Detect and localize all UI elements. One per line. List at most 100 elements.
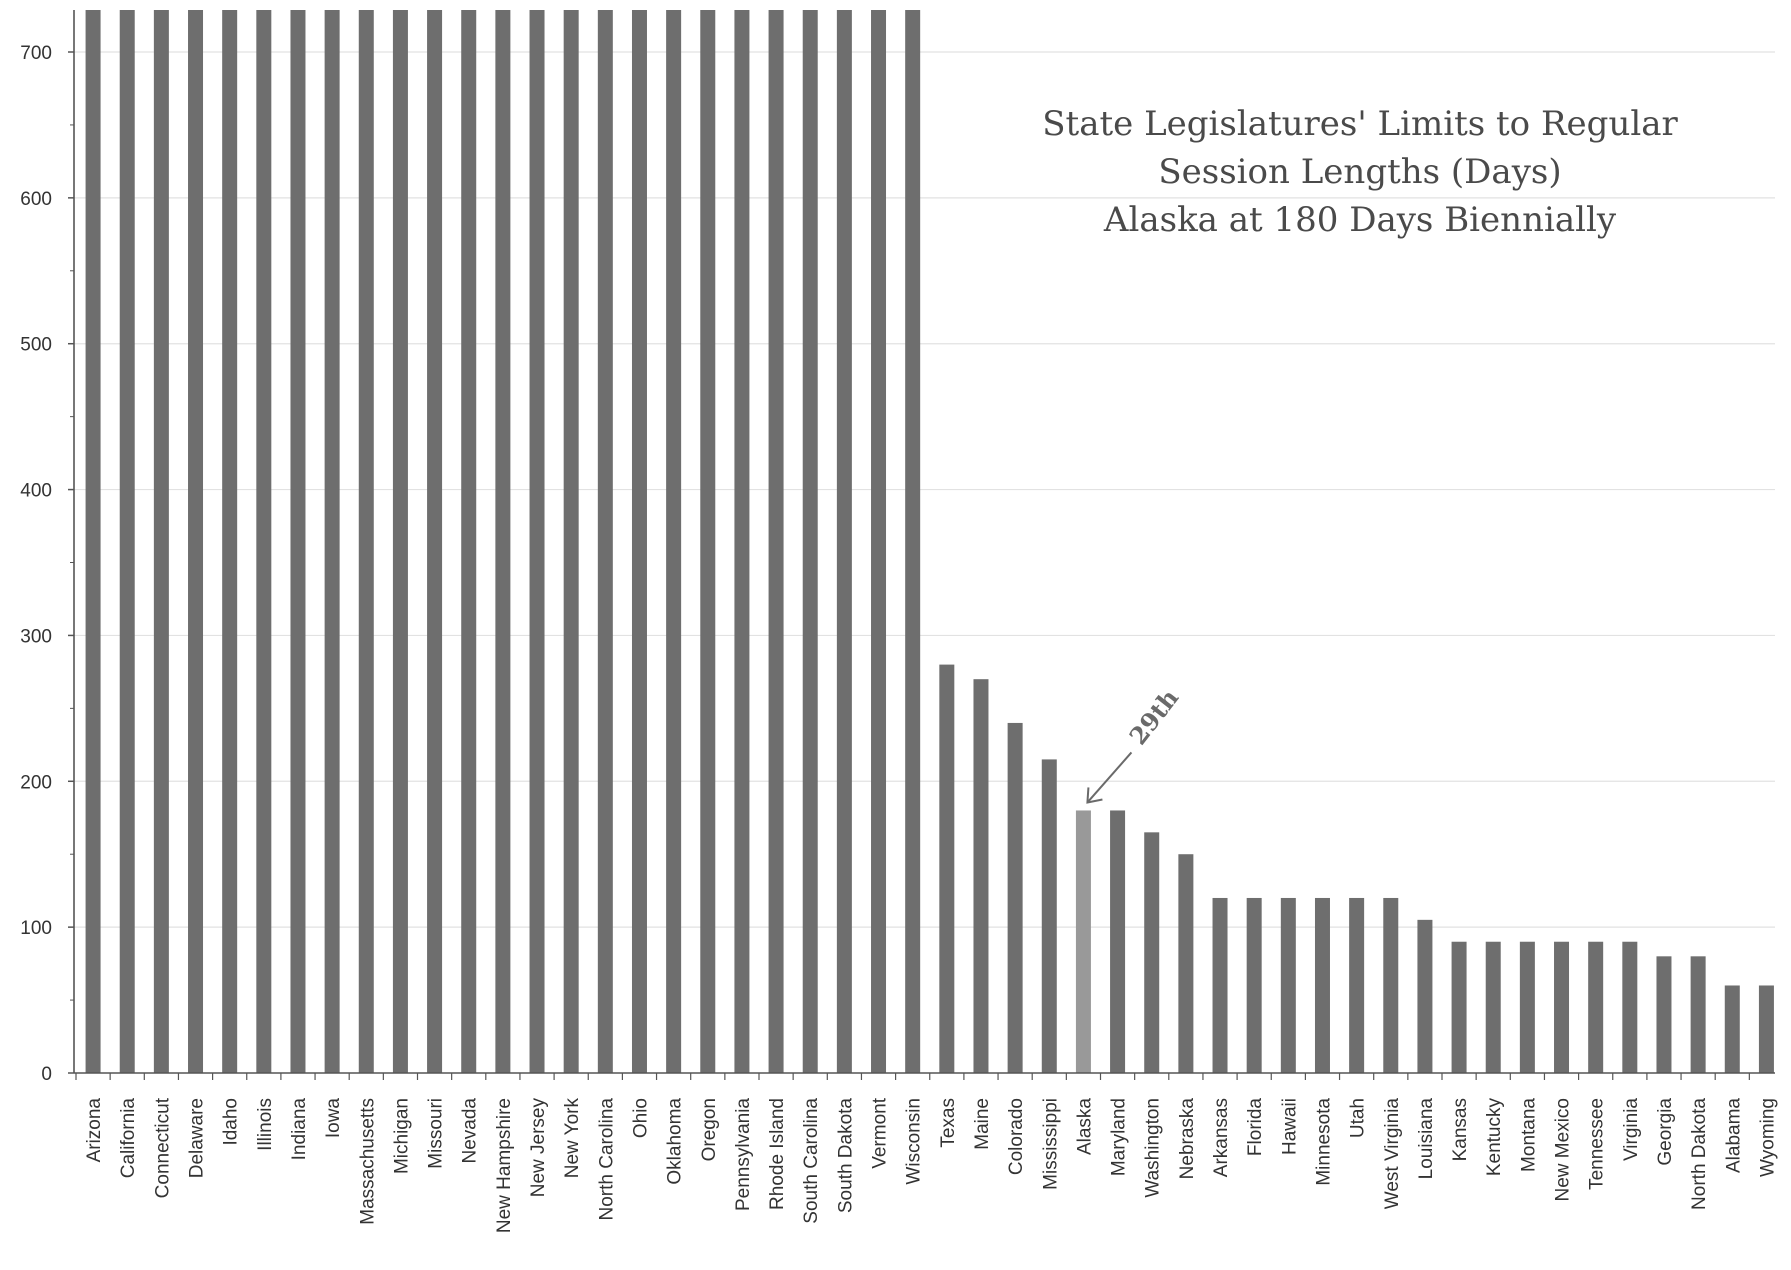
x-tick-label: Arizona bbox=[84, 1098, 105, 1163]
x-tick-label: Pennsylvania bbox=[733, 1098, 754, 1211]
bar-tennessee bbox=[1588, 941, 1604, 1073]
x-tick-label: Nebraska bbox=[1177, 1098, 1198, 1180]
bar-pennsylvania bbox=[734, 10, 750, 1073]
x-tick-label: North Dakota bbox=[1689, 1098, 1710, 1210]
y-tick-label: 200 bbox=[20, 772, 52, 793]
x-tick-label: Arkansas bbox=[1211, 1098, 1232, 1177]
x-tick-label: Georgia bbox=[1655, 1098, 1676, 1166]
bar-florida bbox=[1246, 897, 1262, 1073]
bar-north-carolina bbox=[597, 10, 613, 1073]
bar-west-virginia bbox=[1383, 897, 1399, 1073]
x-tick-label: California bbox=[118, 1098, 139, 1179]
x-tick-label: Massachusetts bbox=[357, 1098, 378, 1225]
bar-illinois bbox=[256, 10, 272, 1073]
x-tick-label: Iowa bbox=[323, 1098, 344, 1139]
x-tick-label: Idaho bbox=[221, 1098, 242, 1146]
bar-nevada bbox=[461, 10, 477, 1073]
x-tick-label: New York bbox=[562, 1098, 583, 1179]
x-tick-label: Washington bbox=[1143, 1098, 1164, 1198]
bar-new-hampshire bbox=[495, 10, 511, 1073]
bar-massachusetts bbox=[358, 10, 374, 1073]
annotation: 29th bbox=[1086, 683, 1184, 804]
bar-delaware bbox=[188, 10, 204, 1073]
bar-new-york bbox=[563, 10, 579, 1073]
bar-south-carolina bbox=[802, 10, 818, 1073]
x-tick-label: New Hampshire bbox=[494, 1098, 515, 1233]
x-tick-label: South Carolina bbox=[801, 1098, 822, 1224]
x-tick-label: Indiana bbox=[289, 1098, 310, 1161]
bar-utah bbox=[1349, 897, 1365, 1073]
x-tick-label: Kansas bbox=[1450, 1098, 1471, 1161]
x-tick-label: Alabama bbox=[1723, 1098, 1744, 1173]
x-tick-label: Rhode Island bbox=[767, 1098, 788, 1210]
bar-oklahoma bbox=[666, 10, 682, 1073]
y-tick-label: 500 bbox=[20, 335, 52, 356]
x-tick-label: Wisconsin bbox=[904, 1098, 925, 1185]
x-tick-label: Montana bbox=[1518, 1098, 1539, 1172]
x-tick-label: South Dakota bbox=[835, 1098, 856, 1214]
bar-georgia bbox=[1656, 956, 1672, 1073]
y-tick-label: 600 bbox=[20, 189, 52, 210]
y-tick-labels: 0 100 200 300 400 500 600 700 bbox=[20, 43, 74, 1085]
x-tick-label: Kentucky bbox=[1484, 1098, 1505, 1177]
bar-new-mexico bbox=[1554, 941, 1570, 1073]
bar-maine bbox=[973, 679, 989, 1073]
bar-maryland bbox=[1110, 810, 1126, 1073]
bar-montana bbox=[1519, 941, 1535, 1073]
bar-nebraska bbox=[1178, 854, 1194, 1073]
chart-title: State Legislatures' Limits to Regular Se… bbox=[1042, 104, 1678, 240]
bar-colorado bbox=[1007, 722, 1023, 1073]
x-tick-label: Hawaii bbox=[1279, 1098, 1300, 1155]
y-tick-label: 400 bbox=[20, 481, 52, 502]
bar-arkansas bbox=[1212, 897, 1228, 1073]
x-tick-label: Missouri bbox=[426, 1098, 447, 1169]
x-tick-label: Florida bbox=[1245, 1098, 1266, 1157]
x-tick-label: Michigan bbox=[391, 1098, 412, 1174]
chart-title-line-1: State Legislatures' Limits to Regular bbox=[1042, 104, 1678, 144]
bar-iowa bbox=[324, 10, 340, 1073]
bar-california bbox=[119, 10, 135, 1073]
x-tick-label: Virginia bbox=[1621, 1098, 1642, 1161]
bar-wyoming bbox=[1758, 985, 1774, 1073]
bar-texas bbox=[939, 664, 955, 1073]
bar-north-dakota bbox=[1690, 956, 1706, 1073]
bar-idaho bbox=[222, 10, 238, 1073]
x-tick-label: Tennessee bbox=[1587, 1098, 1608, 1190]
bar-michigan bbox=[392, 10, 408, 1073]
x-tick-label: Connecticut bbox=[152, 1097, 173, 1198]
x-tick-label: Mississippi bbox=[1040, 1098, 1061, 1190]
x-tick-label: Maine bbox=[972, 1098, 993, 1150]
x-tick-label: Texas bbox=[938, 1098, 959, 1148]
bar-louisiana bbox=[1417, 919, 1433, 1073]
bars bbox=[85, 10, 1774, 1073]
bar-connecticut bbox=[153, 10, 169, 1073]
bar-ohio bbox=[631, 10, 647, 1073]
bar-arizona bbox=[85, 10, 101, 1073]
x-tick-label: Alaska bbox=[1074, 1098, 1095, 1155]
bar-missouri bbox=[427, 10, 443, 1073]
bar-new-jersey bbox=[529, 10, 545, 1073]
x-tick-label: Vermont bbox=[870, 1097, 891, 1168]
x-tick-label: Colorado bbox=[1006, 1098, 1027, 1175]
bar-mississippi bbox=[1041, 759, 1057, 1073]
x-tick-label: Minnesota bbox=[1313, 1098, 1334, 1186]
x-tick-label: New Jersey bbox=[528, 1098, 549, 1198]
x-tick-label: Oregon bbox=[699, 1098, 720, 1161]
x-tick-label: Wyoming bbox=[1757, 1098, 1778, 1177]
gridlines bbox=[74, 51, 1775, 928]
bar-alabama bbox=[1724, 985, 1740, 1073]
bar-washington bbox=[1144, 832, 1160, 1073]
x-tick-label: Nevada bbox=[460, 1098, 481, 1164]
chart-title-line-3: Alaska at 180 Days Biennially bbox=[1103, 200, 1617, 240]
x-tick-label: Oklahoma bbox=[665, 1098, 686, 1185]
axes bbox=[73, 10, 1775, 1074]
bar-indiana bbox=[290, 10, 306, 1073]
y-tick-label: 300 bbox=[20, 626, 52, 647]
bar-kansas bbox=[1451, 941, 1467, 1073]
bar-hawaii bbox=[1280, 897, 1296, 1073]
x-tick-label: Louisiana bbox=[1416, 1098, 1437, 1180]
x-tick-label: West Virginia bbox=[1382, 1098, 1403, 1210]
x-tick-label: North Carolina bbox=[596, 1098, 617, 1221]
y-tick-label: 100 bbox=[20, 918, 52, 939]
x-tick-label: New Mexico bbox=[1553, 1098, 1574, 1201]
